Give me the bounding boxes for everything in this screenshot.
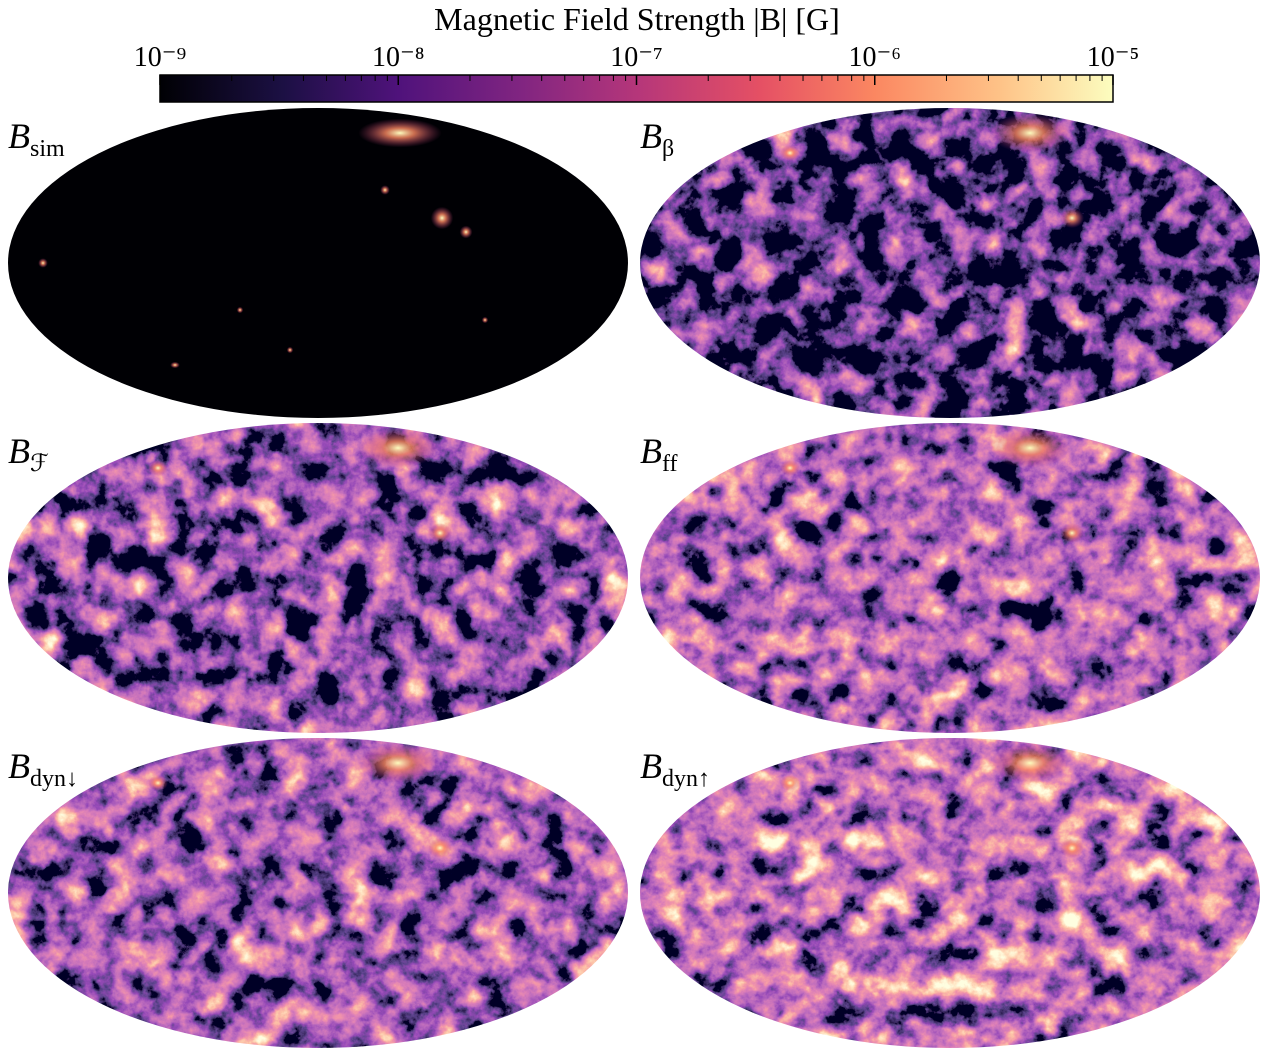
panel-label: Bff [640, 431, 678, 477]
sky-source [1060, 838, 1084, 858]
sky-source [287, 347, 293, 353]
sky-panel: Bβ [640, 108, 1260, 418]
colorbar-tick-label: 10⁻⁶ [848, 42, 901, 73]
panel-subscript: sim [30, 136, 65, 162]
sky-source [148, 460, 168, 476]
colorbar-tick-label: 10⁻⁹ [134, 42, 187, 73]
sky-map [640, 108, 1260, 418]
sky-source [482, 317, 488, 323]
sky-map [640, 423, 1260, 733]
panel-label: Bdyn↑ [640, 746, 710, 792]
panel-label: Bsim [8, 116, 65, 162]
sky-panel: Bℱ [8, 423, 628, 733]
panel-symbol: B [640, 116, 662, 156]
sky-map-texture [640, 423, 1260, 733]
panel-subscript: ff [662, 451, 678, 477]
figure: Magnetic Field Strength |B| [G] 10⁻⁹ 10⁻⁸… [0, 0, 1275, 1050]
panel-label: Bdyn↓ [8, 746, 78, 792]
sky-map-texture [8, 738, 628, 1048]
panel-subscript: dyn↓ [30, 766, 78, 792]
sky-source [170, 362, 180, 368]
sky-source [380, 185, 390, 195]
colorbar-title: Magnetic Field Strength |B| [G] [434, 1, 840, 37]
sky-map [8, 738, 628, 1048]
panel-symbol: B [8, 746, 30, 786]
sky-source [358, 743, 438, 783]
sky-map-texture [640, 738, 1260, 1048]
sky-map-background [8, 108, 628, 418]
sky-source [460, 226, 473, 239]
sky-source [428, 838, 452, 858]
colorbar-tick-label: 10⁻⁵ [1087, 42, 1140, 73]
sky-source [358, 119, 441, 148]
sky-map [8, 423, 628, 733]
panel-subscript: ℱ [30, 451, 49, 477]
colorbar-tick-label: 10⁻⁸ [372, 42, 425, 73]
panel-symbol: B [8, 431, 30, 471]
sky-map [8, 108, 628, 418]
sky-panel: Bsim [8, 108, 628, 418]
sky-source [431, 207, 453, 229]
sky-panel: Bdyn↓ [8, 738, 628, 1048]
colorbar-tick-label: 10⁻⁷ [610, 42, 663, 73]
panel-symbol: B [640, 746, 662, 786]
sky-source [990, 113, 1070, 153]
panel-subscript: dyn↑ [662, 766, 710, 792]
sky-panel: Bdyn↑ [640, 738, 1260, 1048]
panel-label: Bβ [640, 116, 674, 162]
sky-source [1060, 208, 1084, 228]
sky-source [358, 428, 438, 468]
panel-symbol: B [8, 116, 30, 156]
sky-source [990, 743, 1070, 783]
sky-map [640, 738, 1260, 1048]
sky-source [237, 307, 243, 313]
panel-label: Bℱ [8, 431, 49, 477]
sky-map-texture [640, 108, 1260, 418]
sky-source [990, 428, 1070, 468]
sky-map-texture [8, 423, 628, 733]
sky-source [1060, 523, 1084, 543]
panel-subscript: β [662, 136, 674, 162]
panel-symbol: B [640, 431, 662, 471]
sky-source [428, 523, 452, 543]
sky-panel: Bff [640, 423, 1260, 733]
sky-source [780, 145, 800, 161]
sky-source [780, 460, 800, 476]
sky-source [148, 775, 168, 791]
sky-source [780, 775, 800, 791]
sky-source [38, 258, 48, 268]
